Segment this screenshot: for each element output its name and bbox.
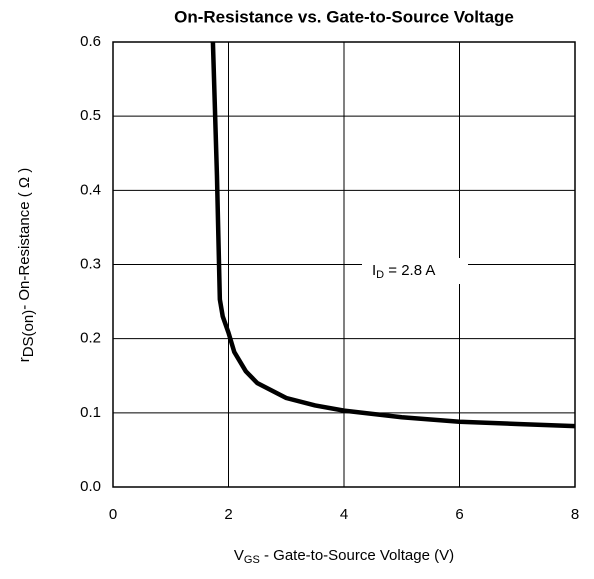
x-label-rest: - Gate-to-Source Voltage (V) (260, 547, 454, 564)
annotation-text: ID = 2.8 A (372, 262, 435, 281)
y-tick-label: 0.1 (80, 404, 101, 421)
y-tick-label: 0.3 (80, 255, 101, 272)
plot-frame (112, 41, 576, 488)
annotation-sub: D (376, 269, 384, 281)
chart-title: On-Resistance vs. Gate-to-Source Voltage (174, 7, 514, 26)
annotation-main: I (372, 262, 376, 279)
x-tick-label: 8 (571, 506, 579, 523)
x-label-main: V (234, 547, 244, 564)
y-label-sub: DS(on) (20, 310, 37, 358)
x-tick-label: 6 (455, 506, 463, 523)
x-axis-label: VGS - Gate-to-Source Voltage (V) (234, 547, 454, 566)
y-axis-label: rDS(on)- On-Resistance ( Ω ) (16, 168, 37, 363)
x-tick-label: 0 (109, 506, 117, 523)
annotation-bg (362, 258, 468, 284)
y-tick-label: 0.6 (80, 33, 101, 50)
y-tick-label: 0.0 (80, 478, 101, 495)
x-tick-label: 2 (224, 506, 232, 523)
y-tick-label: 0.5 (80, 107, 101, 124)
x-label-sub: GS (244, 554, 260, 566)
y-label-main: r (16, 357, 33, 362)
annotation: ID = 2.8 A (362, 258, 468, 284)
y-tick-label: 0.2 (80, 330, 101, 347)
x-tick-label: 4 (340, 506, 348, 523)
y-label-rest: - On-Resistance ( Ω ) (16, 168, 33, 310)
data-line (210, 41, 576, 429)
annotation-rest: = 2.8 A (384, 262, 435, 279)
y-tick-label: 0.4 (80, 181, 101, 198)
